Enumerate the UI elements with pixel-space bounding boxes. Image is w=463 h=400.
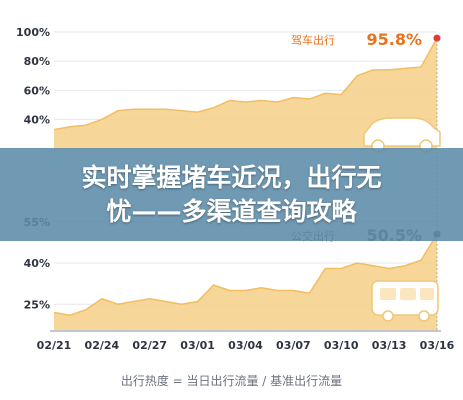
x-tick-label: 03/07: [276, 339, 311, 352]
x-tick-label: 03/16: [420, 339, 455, 352]
series-line-drive: [53, 37, 438, 131]
series-name-label: 驾车出行: [291, 33, 335, 47]
bus-window: [400, 288, 416, 300]
x-tick-label: 03/10: [324, 339, 359, 352]
series-end-dot: [433, 34, 441, 42]
banner-title-line-2: 忧——多渠道查询攻略: [106, 196, 357, 226]
y-tick-label-top: 100%: [16, 26, 50, 39]
x-tick-label: 02/27: [132, 339, 167, 352]
x-tick-label: 03/04: [228, 339, 263, 352]
y-tick-label-top: 60%: [24, 84, 50, 97]
x-tick-label: 02/21: [37, 339, 72, 352]
y-tick-label-bottom: 40%: [24, 257, 50, 270]
series-area-drive: [54, 38, 437, 151]
y-tick-label-bottom: 25%: [24, 298, 50, 311]
series-line-transit: [53, 233, 438, 317]
series-area-transit: [54, 234, 437, 330]
chart-caption: 出行热度 = 当日出行流量 / 基准出行流量: [120, 374, 343, 388]
x-tick-label: 03/01: [180, 339, 215, 352]
series-value-label: 95.8%: [366, 30, 422, 49]
bus-window: [380, 288, 396, 300]
y-tick-label-top: 40%: [24, 113, 50, 126]
x-tick-label: 02/24: [85, 339, 120, 352]
car-illustration: [363, 117, 441, 147]
bus-wheel: [418, 310, 430, 322]
bus-wheel: [382, 310, 394, 322]
bus-window: [420, 288, 434, 300]
y-tick-label-top: 80%: [24, 55, 50, 68]
title-banner: 实时掌握堵车近况，出行无 忧——多渠道查询攻略: [0, 148, 463, 241]
x-tick-label: 03/13: [372, 339, 407, 352]
banner-title-line-1: 实时掌握堵车近况，出行无: [81, 162, 382, 192]
